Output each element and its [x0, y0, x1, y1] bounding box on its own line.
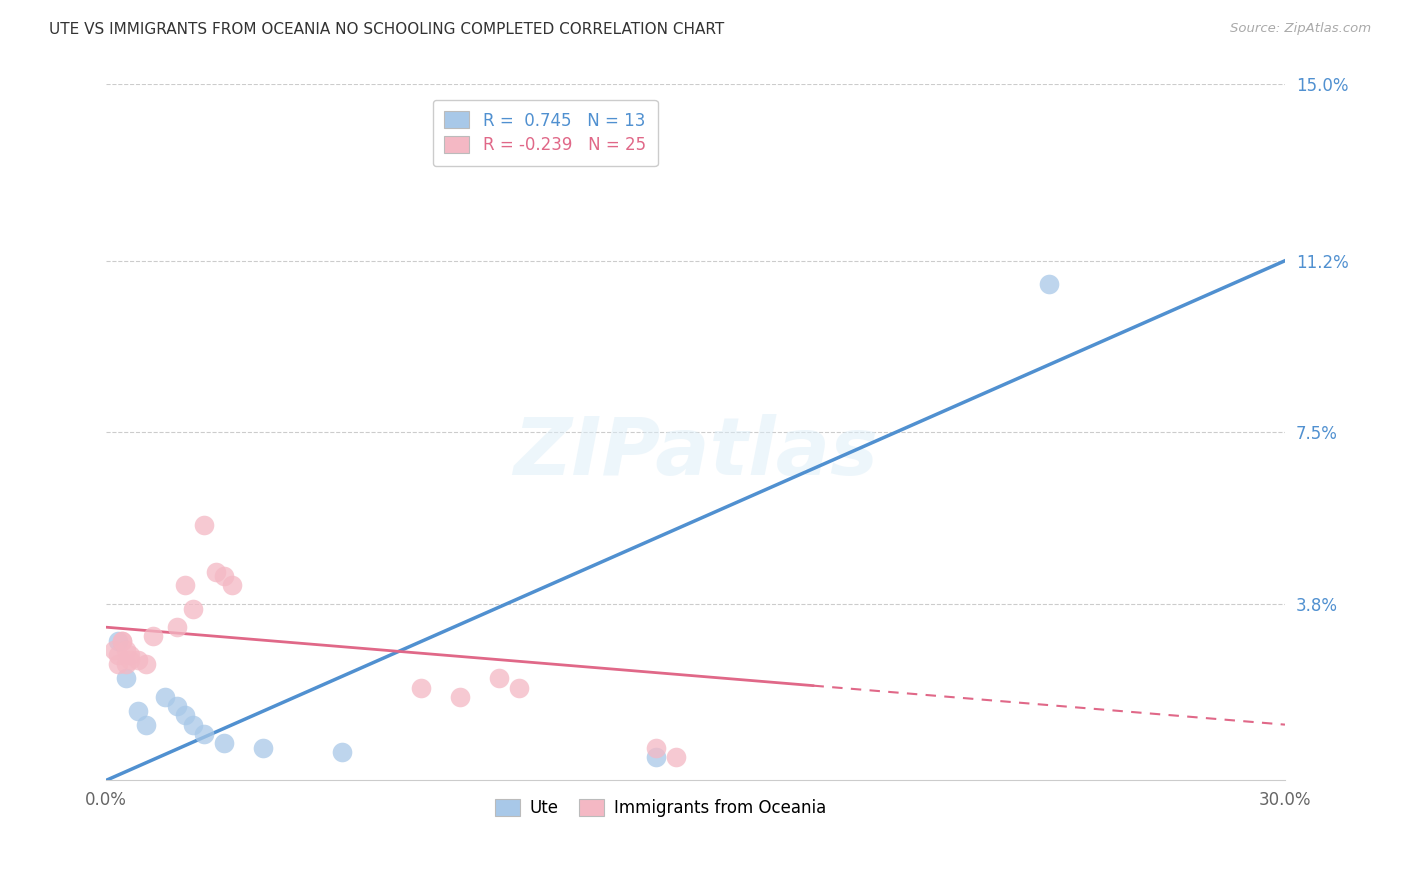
Point: [107, 648, 129, 662]
Point: [645, 750, 668, 764]
Point: [252, 740, 274, 755]
Point: [449, 690, 471, 704]
Point: [153, 690, 176, 704]
Point: [115, 643, 138, 657]
Point: [212, 569, 235, 583]
Point: [221, 578, 243, 592]
Point: [166, 699, 188, 714]
Text: UTE VS IMMIGRANTS FROM OCEANIA NO SCHOOLING COMPLETED CORRELATION CHART: UTE VS IMMIGRANTS FROM OCEANIA NO SCHOOL…: [49, 22, 724, 37]
Point: [111, 634, 134, 648]
Point: [508, 681, 530, 695]
Point: [205, 565, 228, 579]
Point: [118, 648, 141, 662]
Point: [118, 653, 141, 667]
Point: [135, 657, 157, 672]
Point: [166, 620, 188, 634]
Point: [111, 634, 134, 648]
Point: [107, 657, 129, 672]
Point: [181, 717, 204, 731]
Point: [135, 717, 157, 731]
Point: [1038, 277, 1060, 291]
Point: [103, 643, 125, 657]
Point: [173, 708, 195, 723]
Text: ZIPatlas: ZIPatlas: [513, 414, 879, 492]
Point: [115, 657, 138, 672]
Point: [330, 746, 353, 760]
Point: [409, 681, 432, 695]
Point: [173, 578, 195, 592]
Point: [181, 601, 204, 615]
Point: [193, 727, 215, 741]
Point: [142, 630, 165, 644]
Point: [193, 518, 215, 533]
Point: [645, 740, 668, 755]
Point: [107, 634, 129, 648]
Point: [665, 750, 688, 764]
Text: Source: ZipAtlas.com: Source: ZipAtlas.com: [1230, 22, 1371, 36]
Point: [127, 653, 149, 667]
Point: [488, 671, 510, 685]
Point: [115, 671, 138, 685]
Point: [127, 704, 149, 718]
Point: [212, 736, 235, 750]
Legend: Ute, Immigrants from Oceania: Ute, Immigrants from Oceania: [488, 793, 832, 824]
